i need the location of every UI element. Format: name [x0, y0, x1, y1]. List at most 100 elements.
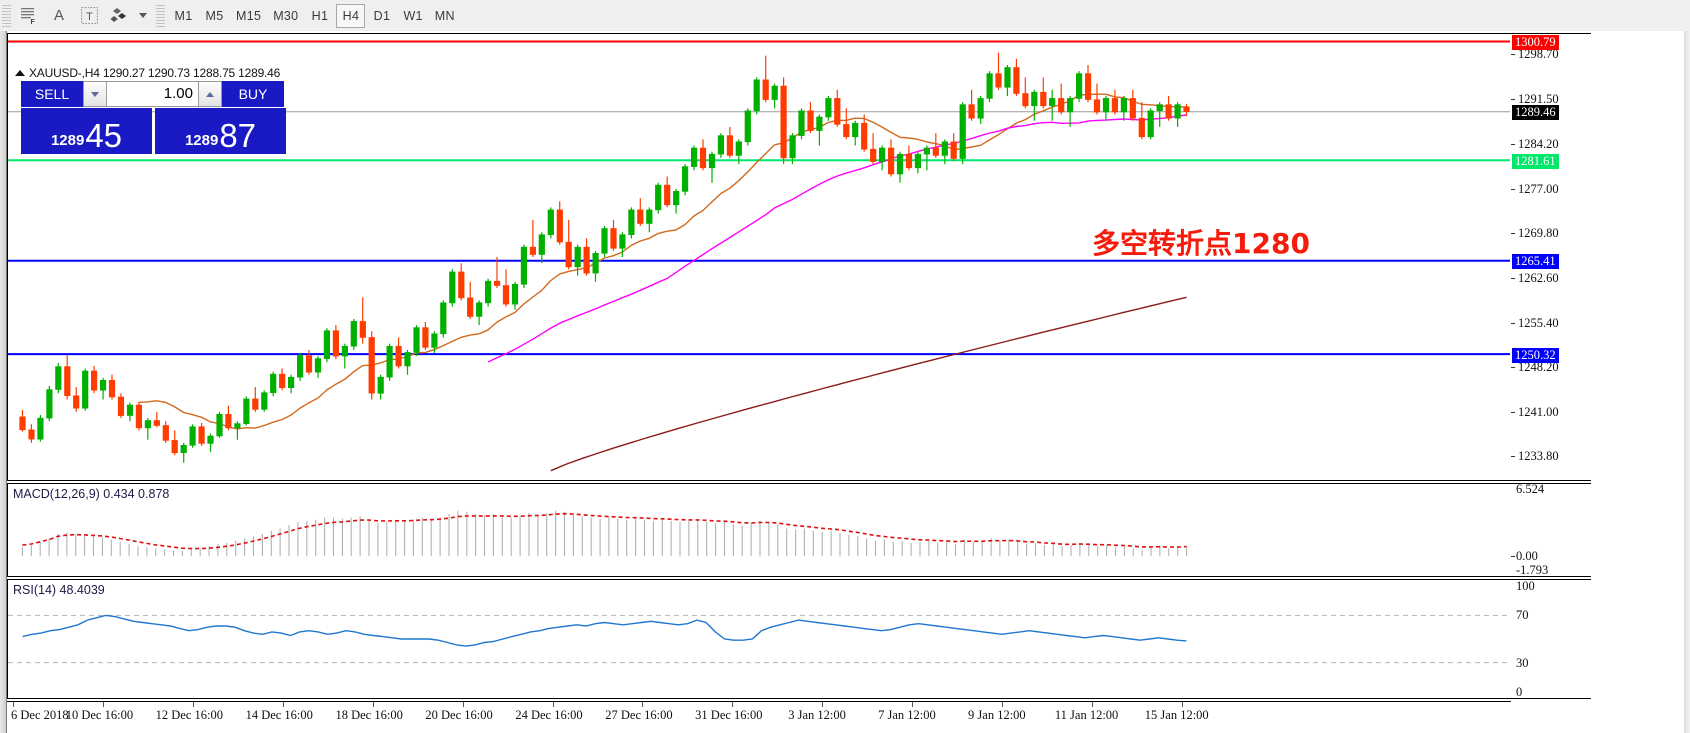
objects-icon[interactable]: [104, 3, 134, 29]
price-tick-6: 1255.40: [1511, 315, 1591, 331]
price-scale[interactable]: 1298.70 1291.50 1284.20 1277.00 1269.80 1262.…: [1511, 33, 1591, 481]
timeframe-h1[interactable]: H1: [311, 8, 329, 23]
time-label-9: 3 Jan 12:00: [788, 708, 846, 722]
macd-tick-1: 0.00: [1511, 549, 1591, 564]
time-label-1: 10 Dec 16:00: [65, 708, 134, 722]
buy-price-minor: 87: [219, 117, 257, 154]
macd-indicator-label: MACD(12,26,9) 0.434 0.878: [13, 487, 170, 501]
timeframe-h4[interactable]: H4: [336, 3, 366, 28]
buy-price-major: 1289: [184, 132, 219, 149]
rsi-line: [22, 614, 1187, 647]
tick-dash: [1511, 367, 1515, 369]
toolbar-grip-2[interactable]: [156, 4, 165, 27]
time-tick: [1182, 702, 1183, 707]
rsi-plot: [8, 580, 1511, 698]
tick-label: 70: [1516, 608, 1529, 623]
tick-label: 1255.40: [1518, 315, 1559, 330]
time-tick: [732, 702, 734, 707]
tick-label: 30: [1516, 655, 1529, 670]
time-tick: [192, 702, 194, 707]
price-pane[interactable]: [7, 33, 1511, 481]
resistance-price-tag[interactable]: 1300.79: [1512, 34, 1559, 50]
time-tick: [282, 702, 284, 707]
price-tick-2: 1284.20: [1511, 137, 1591, 152]
price-tick-5: 1262.60: [1511, 271, 1591, 286]
time-tick: [912, 702, 914, 707]
volume-decrease-button[interactable]: [83, 81, 107, 107]
support-blue-price-tag-1[interactable]: 1265.41: [1512, 254, 1559, 270]
tick-label: 0: [1516, 685, 1523, 699]
objects-dropdown-icon[interactable]: [136, 3, 150, 29]
tick-label: -1.793: [1516, 563, 1549, 577]
collapse-triangle-icon[interactable]: [15, 70, 25, 76]
time-label-2: 12 Dec 16:00: [155, 708, 223, 722]
timeframe-m5[interactable]: M5: [205, 8, 224, 23]
text-label-icon[interactable]: A: [53, 7, 64, 24]
last-price-tag[interactable]: 1289.46: [1512, 105, 1559, 121]
crosshair-grid-icon[interactable]: F: [14, 3, 44, 29]
sell-price-quote[interactable]: 1289 45: [21, 108, 152, 154]
sell-price-minor: 45: [85, 117, 123, 154]
macd-plot: [8, 484, 1511, 576]
tick-label: 1262.60: [1518, 271, 1559, 286]
time-label-10: 7 Jan 12:00: [878, 708, 936, 722]
tick-label: 100: [1516, 579, 1535, 593]
time-axis: 6 Dec 2018 10 Dec 16:00 12 Dec 16:00 14 Dec…: [7, 701, 1511, 731]
support-blue-price-tag-2[interactable]: 1250.32: [1512, 347, 1559, 363]
timeframe-m1[interactable]: M1: [174, 8, 193, 23]
svg-text:F: F: [30, 19, 35, 25]
time-label-12: 11 Jan 12:00: [1054, 708, 1119, 722]
tick-dash: [1511, 456, 1515, 458]
tick-dash: [1511, 322, 1515, 324]
time-label-0: 6 Dec 2018: [11, 708, 69, 722]
tick-dash: [1511, 411, 1515, 413]
price-plot: [8, 34, 1511, 480]
timeframe-w1[interactable]: W1: [403, 8, 423, 23]
price-tick-3: 1277.00: [1511, 181, 1591, 197]
toolbar-grip-1[interactable]: [2, 4, 11, 27]
buy-button[interactable]: BUY: [222, 81, 284, 107]
volume-input[interactable]: 1.00: [107, 81, 198, 107]
rsi-indicator-label: RSI(14) 48.4039: [13, 583, 105, 597]
svg-text:T: T: [86, 11, 93, 23]
time-tick: [1002, 702, 1004, 707]
time-tick: [462, 702, 464, 707]
one-click-trading-panel[interactable]: SELL 1.00 BUY 1289 45 1289 87: [21, 81, 286, 154]
time-label-3: 14 Dec 16:00: [245, 708, 313, 722]
rsi-tick-0: 100: [1511, 579, 1591, 594]
timeframe-m30[interactable]: M30: [273, 8, 299, 23]
vertical-scrollbar[interactable]: [1684, 31, 1690, 733]
sell-price-major: 1289: [50, 132, 85, 149]
rsi-tick-1: 70: [1511, 608, 1591, 623]
chart-annotation: 多空转折点1280: [1092, 227, 1310, 260]
macd-tick-0: 6.524: [1511, 482, 1591, 497]
time-label-13: 15 Jan 12:00: [1144, 708, 1209, 722]
rsi-tick-3: 0: [1511, 685, 1591, 700]
text-box-icon[interactable]: T: [74, 3, 104, 29]
timeframe-mn[interactable]: MN: [434, 8, 455, 23]
price-tick-0: 1298.70: [1511, 47, 1591, 62]
tick-label: 1277.00: [1518, 181, 1559, 196]
tick-label: 0.00: [1516, 549, 1538, 564]
price-tick-4: 1269.80: [1511, 226, 1591, 241]
price-tick-8: 1241.00: [1511, 405, 1591, 420]
time-label-5: 20 Dec 16:00: [425, 708, 493, 722]
support-green-price-tag[interactable]: 1281.61: [1512, 153, 1559, 169]
timeframe-m15[interactable]: M15: [236, 8, 262, 23]
chart-area[interactable]: MACD(12,26,9) 0.434 0.878 RSI(14) 48.403…: [6, 31, 1684, 733]
symbol-ohlc-header: XAUUSD-,H4 1290.27 1290.73 1288.75 1289.…: [15, 66, 280, 80]
tick-label: 1248.20: [1518, 360, 1559, 375]
sell-button[interactable]: SELL: [21, 81, 83, 107]
buy-price-quote[interactable]: 1289 87: [155, 108, 286, 154]
volume-increase-button[interactable]: [198, 81, 222, 107]
timeframe-d1[interactable]: D1: [373, 8, 391, 23]
rsi-pane[interactable]: [7, 579, 1511, 699]
rsi-scale: 100 70 30 0: [1511, 579, 1591, 699]
macd-signal-line: [22, 512, 1187, 550]
trade-panel-quotes-row: 1289 45 1289 87: [21, 108, 286, 154]
time-tick: [552, 702, 554, 707]
left-rail: [0, 31, 6, 733]
time-tick: [13, 702, 14, 707]
macd-pane[interactable]: [7, 483, 1511, 577]
